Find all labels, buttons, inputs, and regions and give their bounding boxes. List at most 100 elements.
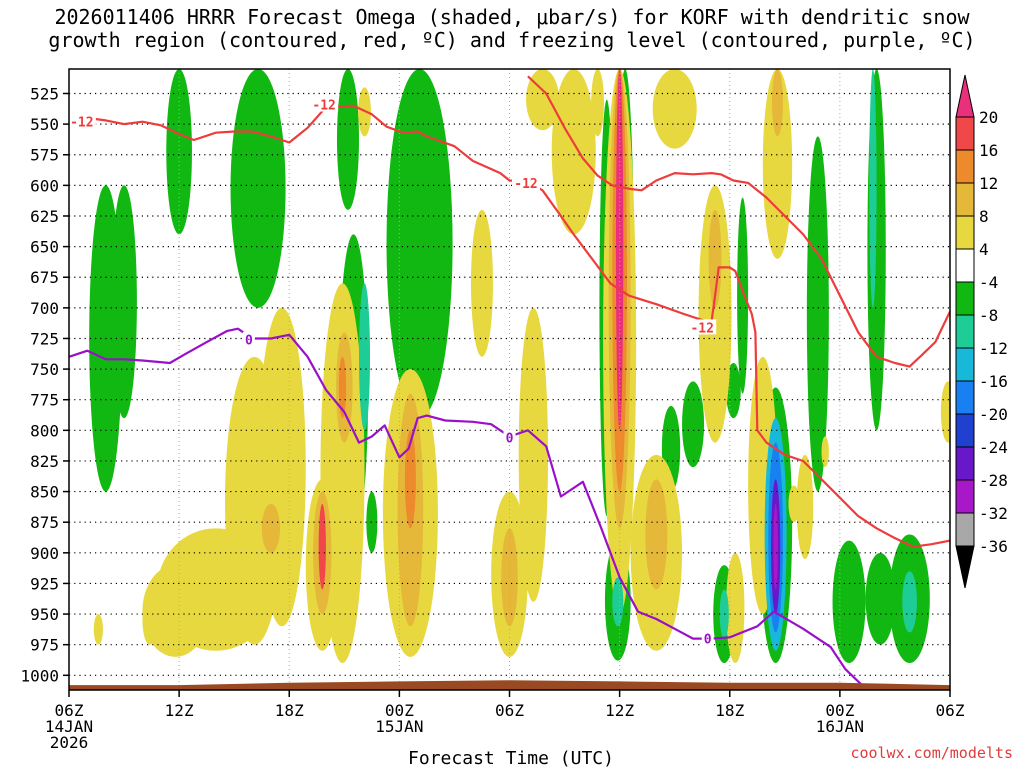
colorbar-label: -24 xyxy=(979,438,1008,457)
colorbar-label: 16 xyxy=(979,141,998,160)
omega-cell-sinking xyxy=(318,503,326,590)
title-line-2: growth region (contoured, red, ºC) and f… xyxy=(48,28,976,52)
colorbar-swatch xyxy=(955,512,975,547)
omega-shading xyxy=(89,69,950,664)
freezing-level-label-bg xyxy=(701,630,714,646)
omega-cell-sinking xyxy=(142,595,158,645)
credit-text: coolwx.com/modelts xyxy=(850,744,1013,762)
omega-cell-sinking xyxy=(652,69,697,149)
y-tick-label: 700 xyxy=(30,299,59,318)
x-tick-label: 06Z xyxy=(495,701,524,720)
y-tick-label: 550 xyxy=(30,115,59,134)
dgz-contour-label: -12 xyxy=(514,177,537,192)
x-tick-label: 06Z xyxy=(55,701,84,720)
omega-cell-rising xyxy=(806,136,829,492)
colorbar-swatch xyxy=(955,413,975,448)
colorbar-swatch xyxy=(955,446,975,481)
colorbar-swatch xyxy=(955,182,975,217)
dgz-contour-label-bg xyxy=(688,319,717,335)
dgz-contour-label: -12 xyxy=(312,99,335,114)
freezing-level-label-bg xyxy=(503,429,516,445)
y-tick-label: 575 xyxy=(30,146,59,165)
omega-cell-rising xyxy=(682,381,705,468)
dgz-contour-line xyxy=(69,104,712,324)
y-tick-label: 525 xyxy=(30,84,59,103)
x-tick-label: 12Z xyxy=(605,701,634,720)
omega-cell-rising xyxy=(166,69,192,235)
colorbar-label: 4 xyxy=(979,240,989,259)
dgz-contour-label: -12 xyxy=(690,321,713,336)
omega-cell-sinking xyxy=(470,209,493,357)
colorbar-swatch xyxy=(955,149,975,184)
colorbar-bottom-arrow xyxy=(955,545,975,589)
omega-cell-sinking xyxy=(591,69,605,137)
colorbar-swatch xyxy=(955,116,975,151)
omega-cell-rising xyxy=(902,571,917,633)
colorbar-label: -12 xyxy=(979,339,1008,358)
omega-cell-sinking xyxy=(338,356,347,419)
omega-cell-sinking xyxy=(940,381,950,443)
y-tick-label: 800 xyxy=(30,421,59,440)
y-tick-label: 650 xyxy=(30,238,59,257)
omega-cell-sinking xyxy=(796,454,814,559)
omega-cell-rising xyxy=(336,69,359,210)
omega-cell-sinking xyxy=(551,69,596,235)
omega-cell-sinking xyxy=(526,69,560,131)
omega-cell-rising xyxy=(832,540,866,664)
y-tick-label: 750 xyxy=(30,360,59,379)
x-tick-label: 16JAN xyxy=(816,717,864,736)
colorbar-label: 20 xyxy=(979,108,998,127)
omega-cell-rising xyxy=(358,283,371,431)
x-tick-label: 12Z xyxy=(165,701,194,720)
omega-cell-sinking xyxy=(93,614,103,645)
ground-fill xyxy=(69,680,950,690)
y-tick-label: 900 xyxy=(30,544,59,563)
dgz-contour-line xyxy=(710,266,950,548)
chart-title: 2026011406 HRRR Forecast Omega (shaded, … xyxy=(0,6,1024,52)
x-tick-label: 00Z xyxy=(825,701,854,720)
dgz-contour-label-bg xyxy=(512,174,541,190)
y-tick-label: 725 xyxy=(30,329,59,348)
omega-cell-rising xyxy=(111,185,137,419)
omega-cell-sinking xyxy=(708,209,722,308)
x-tick-label: 18Z xyxy=(715,701,744,720)
title-line-1: 2026011406 HRRR Forecast Omega (shaded, … xyxy=(54,5,970,29)
y-axis: 525 550 575 600 625 650 675 700 725 750 775 800 825 8… xyxy=(20,84,69,685)
omega-cell-rising xyxy=(726,362,741,419)
colorbar-label: -36 xyxy=(979,537,1008,556)
omega-cell-rising xyxy=(865,552,895,645)
x-tick-label: 14JAN xyxy=(45,717,93,736)
x-tick-label: 18Z xyxy=(275,701,304,720)
omega-cell-sinking xyxy=(518,307,549,602)
omega-cell-rising xyxy=(869,69,877,308)
colorbar-label: -16 xyxy=(979,372,1008,391)
colorbar-swatch xyxy=(955,281,975,316)
colorbar-swatch xyxy=(955,347,975,382)
y-tick-label: 875 xyxy=(30,513,59,532)
y-tick-label: 925 xyxy=(30,574,59,593)
colorbar-label: -20 xyxy=(979,405,1008,424)
omega-cell-sinking xyxy=(404,430,416,529)
omega-cell-rising xyxy=(612,577,624,627)
dgz-contour-label-bg xyxy=(310,96,339,112)
colorbar-label: -8 xyxy=(979,306,998,325)
omega-cell-rising xyxy=(366,491,378,553)
x-tick-label: 15JAN xyxy=(375,717,423,736)
colorbar: 20 16 12 8 4 -4 -8 -12 -16 -20 -24 -28 -32 -36 xyxy=(955,74,1008,589)
omega-cell-rising xyxy=(386,69,453,419)
contour-labels: -12 -12 -12 -12 0 0 0 xyxy=(67,96,717,648)
freezing-level-label: 0 xyxy=(245,334,253,349)
dgz-contour-label: -12 xyxy=(70,116,93,131)
colorbar-swatch xyxy=(955,314,975,349)
freezing-level-label-bg xyxy=(242,331,255,347)
colorbar-swatch xyxy=(955,248,975,283)
x-tick-label: 00Z xyxy=(385,701,414,720)
colorbar-label: 12 xyxy=(979,174,998,193)
colorbar-swatch xyxy=(955,479,975,514)
omega-cell-sinking xyxy=(771,69,783,137)
dgz-contour-line xyxy=(527,75,950,368)
y-tick-label: 950 xyxy=(30,605,59,624)
x-axis-label: Forecast Time (UTC) xyxy=(408,748,614,768)
